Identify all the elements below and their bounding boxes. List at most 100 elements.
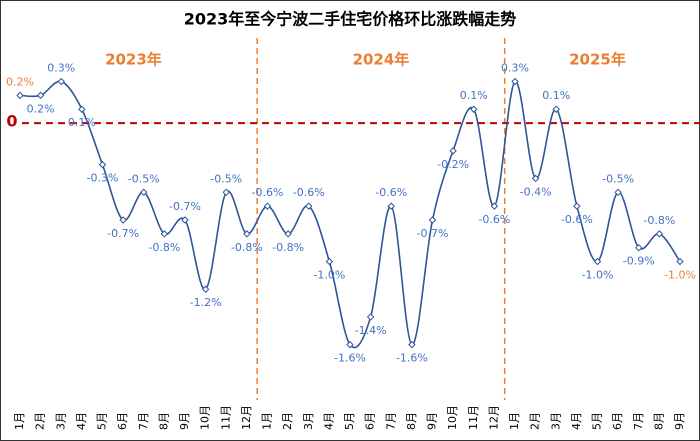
data-label: 0.3%	[501, 62, 529, 75]
point	[263, 202, 272, 210]
x-tick-label: 10月	[199, 405, 212, 430]
point	[201, 285, 210, 293]
data-label: -0.6%	[375, 186, 407, 199]
point	[449, 147, 457, 155]
point	[593, 257, 602, 266]
data-label: -0.5%	[128, 172, 160, 185]
data-label: 0.2%	[6, 75, 34, 88]
point	[243, 230, 251, 238]
data-label: 0.3%	[47, 62, 75, 75]
x-tick-label: 8月	[652, 412, 665, 430]
x-tick-label: 3月	[302, 412, 315, 430]
chart-title: 2023年至今宁波二手住宅价格环比涨跌幅走势	[184, 10, 517, 29]
year-label: 2024年	[353, 51, 410, 69]
data-label: -0.7%	[107, 227, 139, 240]
data-label: -0.4%	[520, 185, 552, 198]
year-label: 2023年	[105, 51, 162, 69]
data-label: -1.2%	[190, 296, 222, 309]
data-label: -0.3%	[87, 172, 119, 185]
point	[222, 188, 230, 197]
x-tick-label: 9月	[673, 412, 686, 430]
x-tick-label: 10月	[446, 405, 459, 430]
point	[614, 188, 622, 197]
point	[36, 91, 45, 100]
x-tick-label: 8月	[157, 412, 170, 430]
data-label: -0.8%	[231, 241, 263, 254]
x-tick-label: 3月	[549, 412, 562, 430]
point	[387, 202, 395, 210]
x-tick-label: 9月	[178, 412, 191, 430]
data-label: -1.4%	[355, 324, 387, 337]
x-tick-label: 1月	[261, 412, 274, 430]
x-tick-label: 6月	[116, 412, 129, 430]
point	[531, 174, 540, 183]
data-label: 0.1%	[68, 116, 96, 129]
point	[552, 105, 560, 113]
x-tick-label: 3月	[54, 412, 67, 430]
x-tick-label: 11月	[467, 405, 480, 430]
point	[160, 230, 169, 238]
point	[78, 105, 86, 113]
point	[408, 340, 416, 349]
point	[284, 230, 292, 238]
x-tick-label: 5月	[591, 412, 604, 430]
reference-label: 0	[6, 112, 17, 131]
x-tick-label: 4月	[75, 412, 88, 430]
data-label: -0.7%	[417, 227, 449, 240]
x-tick-label: 2月	[34, 412, 47, 430]
data-label: 0.2%	[27, 102, 55, 115]
point	[676, 257, 684, 266]
data-label: -0.6%	[293, 186, 325, 199]
x-tick-label: 12月	[487, 405, 500, 430]
data-label: 0.1%	[542, 89, 570, 102]
point	[16, 91, 24, 100]
point	[635, 243, 643, 252]
point	[428, 216, 437, 224]
x-tick-label: 7月	[632, 412, 645, 430]
point	[366, 313, 375, 321]
x-tick-label: 4月	[570, 412, 583, 430]
data-label: -1.6%	[396, 352, 428, 365]
point	[573, 202, 581, 210]
x-tick-label: 12月	[240, 405, 253, 430]
x-tick-label: 1月	[508, 412, 521, 430]
x-tick-label: 5月	[96, 412, 109, 430]
point	[140, 188, 148, 197]
data-label: -0.8%	[148, 241, 180, 254]
x-tick-label: 7月	[137, 412, 150, 430]
x-tick-label: 8月	[405, 412, 418, 430]
data-label: -0.6%	[561, 213, 593, 226]
data-label: -0.6%	[478, 213, 510, 226]
x-tick-label: 9月	[426, 412, 439, 430]
x-tick-label: 6月	[611, 412, 624, 430]
point	[346, 340, 354, 349]
point	[98, 160, 107, 169]
x-tick-label: 7月	[384, 412, 397, 430]
data-label: -0.9%	[623, 255, 655, 268]
data-label: -0.5%	[602, 172, 634, 185]
data-label: -1.0%	[664, 269, 696, 282]
point	[470, 105, 478, 113]
data-label: -0.8%	[643, 214, 675, 227]
point	[119, 216, 127, 224]
data-label: -0.5%	[210, 172, 242, 185]
x-tick-label: 2月	[529, 412, 542, 430]
x-tick-label: 6月	[364, 412, 377, 430]
x-tick-label: 5月	[343, 412, 356, 430]
point	[325, 257, 334, 266]
data-label: -1.0%	[582, 269, 614, 282]
point	[305, 202, 313, 210]
data-label: -0.8%	[272, 241, 304, 254]
x-tick-label: 1月	[13, 412, 26, 430]
data-label: -1.0%	[313, 269, 345, 282]
point	[490, 202, 499, 210]
x-tick-label: 4月	[322, 412, 335, 430]
point	[655, 230, 664, 238]
year-label: 2025年	[569, 51, 626, 69]
data-label: -0.2%	[437, 158, 469, 171]
data-label: -1.6%	[334, 352, 366, 365]
x-tick-label: 11月	[219, 405, 232, 430]
point	[57, 77, 65, 86]
